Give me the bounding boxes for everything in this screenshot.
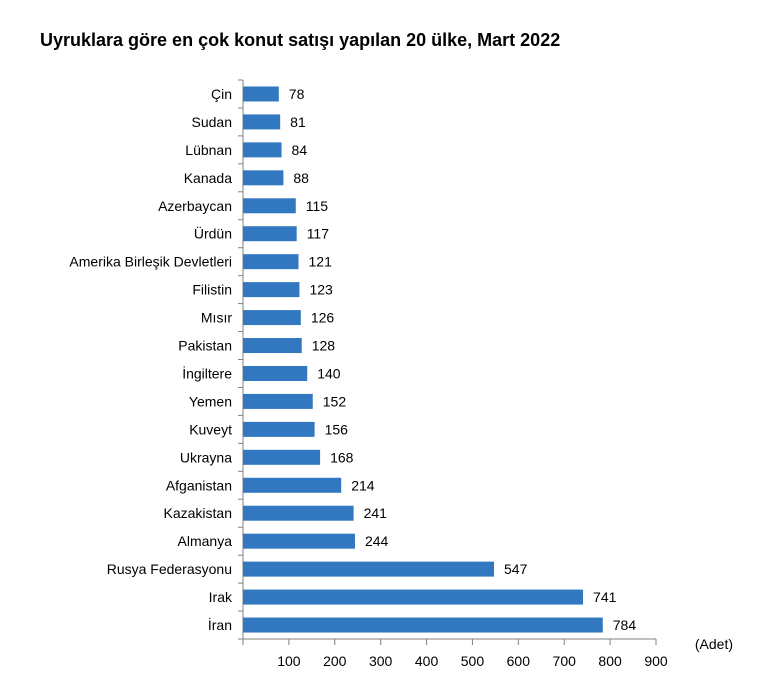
category-label: Ürdün bbox=[194, 225, 232, 242]
x-tick-label: 300 bbox=[369, 653, 393, 669]
x-tick-label: 700 bbox=[553, 653, 577, 669]
category-label: Irak bbox=[209, 589, 233, 605]
value-label: 784 bbox=[613, 617, 637, 633]
bar bbox=[243, 310, 301, 326]
bar bbox=[243, 198, 296, 214]
x-tick-label: 400 bbox=[415, 653, 439, 669]
bar bbox=[243, 254, 299, 270]
value-label: 121 bbox=[309, 254, 333, 270]
category-label: Kuveyt bbox=[189, 421, 232, 437]
value-label: 78 bbox=[289, 86, 305, 102]
category-label: Çin bbox=[211, 86, 232, 102]
value-label: 156 bbox=[325, 421, 349, 437]
category-label: Sudan bbox=[192, 114, 232, 130]
bar bbox=[243, 338, 302, 354]
bar bbox=[243, 449, 321, 465]
chart-title: Uyruklara göre en çok konut satışı yapıl… bbox=[40, 30, 561, 50]
bar bbox=[243, 533, 355, 549]
category-label: Almanya bbox=[178, 533, 233, 549]
value-label: 152 bbox=[323, 393, 347, 409]
value-label: 88 bbox=[293, 170, 309, 186]
category-label: Yemen bbox=[189, 393, 232, 409]
category-label: Filistin bbox=[192, 282, 232, 298]
category-label: Amerika Birleşik Devletleri bbox=[69, 254, 232, 270]
bar bbox=[243, 86, 279, 102]
x-tick-label: 500 bbox=[461, 653, 485, 669]
bar bbox=[243, 393, 313, 409]
category-label: Rusya Federasyonu bbox=[107, 561, 232, 577]
x-tick-label: 600 bbox=[507, 653, 531, 669]
value-label: 244 bbox=[365, 533, 389, 549]
category-label: Azerbaycan bbox=[158, 198, 232, 214]
category-label: Kazakistan bbox=[164, 505, 232, 521]
value-label: 81 bbox=[290, 114, 306, 130]
x-tick-label: 200 bbox=[323, 653, 347, 669]
value-label: 117 bbox=[307, 226, 330, 242]
category-label: Ukrayna bbox=[180, 449, 232, 465]
value-label: 128 bbox=[312, 338, 336, 354]
category-label: Lübnan bbox=[185, 142, 232, 158]
bar bbox=[243, 170, 284, 186]
bar bbox=[243, 226, 297, 242]
category-label: İngiltere bbox=[182, 364, 232, 381]
bar bbox=[243, 617, 603, 633]
x-tick-label: 900 bbox=[644, 653, 668, 669]
bar bbox=[243, 477, 342, 493]
category-label: İran bbox=[208, 616, 232, 633]
value-label: 140 bbox=[317, 365, 341, 381]
unit-label: (Adet) bbox=[695, 636, 733, 652]
value-label: 241 bbox=[364, 505, 388, 521]
value-label: 126 bbox=[311, 310, 335, 326]
x-tick-label: 100 bbox=[277, 653, 301, 669]
value-label: 168 bbox=[330, 449, 354, 465]
bar bbox=[243, 589, 584, 605]
value-label: 214 bbox=[351, 477, 375, 493]
bar bbox=[243, 365, 308, 381]
x-tick-label: 800 bbox=[598, 653, 622, 669]
category-label: Afganistan bbox=[166, 477, 232, 493]
value-label: 115 bbox=[306, 198, 329, 214]
bar bbox=[243, 561, 495, 577]
bar bbox=[243, 282, 300, 298]
value-label: 84 bbox=[292, 142, 308, 158]
bar bbox=[243, 421, 315, 437]
value-label: 123 bbox=[309, 282, 333, 298]
category-label: Mısır bbox=[201, 310, 232, 326]
category-label: Pakistan bbox=[178, 338, 232, 354]
category-label: Kanada bbox=[184, 170, 232, 186]
bar bbox=[243, 505, 354, 521]
bar bbox=[243, 142, 282, 158]
bar bbox=[243, 114, 281, 130]
value-label: 547 bbox=[504, 561, 528, 577]
value-label: 741 bbox=[593, 589, 617, 605]
